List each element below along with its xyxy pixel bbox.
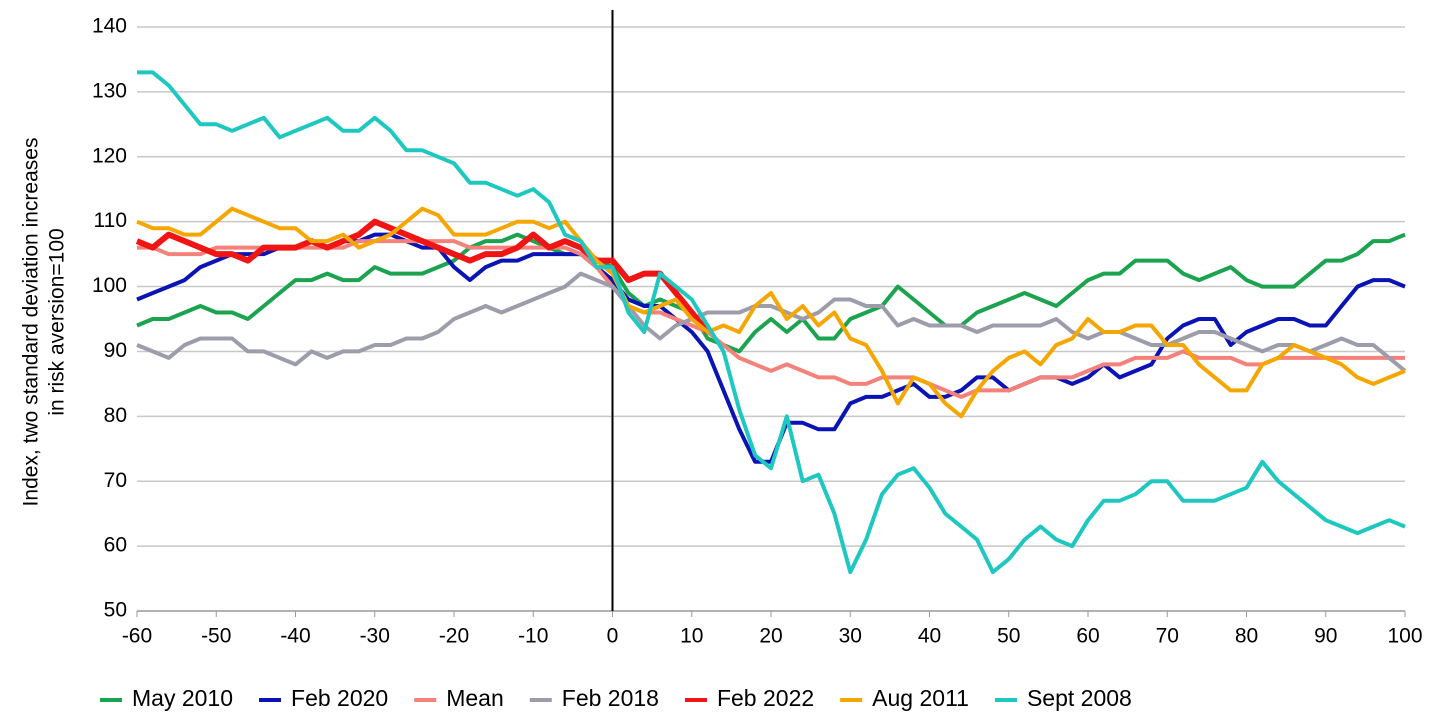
x-tick-label: 20 — [759, 625, 782, 648]
legend-label: Sept 2008 — [1027, 685, 1132, 711]
x-tick-label: 90 — [1314, 625, 1337, 648]
y-tick-label: 50 — [104, 599, 127, 622]
x-tick-label: 70 — [1156, 625, 1179, 648]
x-tick-label: 60 — [1076, 625, 1099, 648]
x-tick-label: -30 — [360, 625, 390, 648]
x-tick-label: -20 — [439, 625, 469, 648]
series-line — [136, 232, 1406, 464]
y-axis-label: in risk aversion=100 — [46, 228, 69, 415]
y-tick-label: 120 — [92, 144, 127, 167]
y-tick-label: 140 — [92, 15, 127, 38]
legend-label: May 2010 — [132, 685, 233, 711]
y-tick-label: 90 — [104, 339, 127, 362]
legend-label: Aug 2011 — [872, 685, 969, 711]
x-tick-label: 80 — [1235, 625, 1258, 648]
series-line — [137, 70, 1406, 575]
y-tick-label: 60 — [104, 534, 127, 557]
x-tick-label: -60 — [122, 625, 152, 648]
series-line — [136, 271, 1407, 373]
y-tick-label: 130 — [92, 79, 127, 102]
y-tick-label: 80 — [104, 404, 127, 427]
series-line — [135, 218, 710, 334]
x-tick-label: -40 — [280, 625, 310, 648]
y-tick-label: 100 — [92, 274, 127, 297]
x-tick-label: -10 — [518, 625, 548, 648]
x-tick-label: -50 — [201, 625, 231, 648]
x-tick-label: 40 — [918, 625, 941, 648]
y-tick-label: 70 — [104, 469, 127, 492]
legend-label: Feb 2020 — [291, 685, 388, 711]
x-tick-label: 50 — [997, 625, 1020, 648]
series-line — [136, 206, 1406, 419]
x-tick-label: 30 — [839, 625, 862, 648]
y-tick-label: 110 — [94, 209, 127, 232]
series-line — [136, 232, 1406, 354]
x-tick-label: 100 — [1387, 625, 1422, 648]
legend-label: Mean — [446, 685, 504, 711]
y-axis-label: Index, two standard deviation increases — [20, 138, 43, 507]
legend-label: Feb 2022 — [717, 685, 814, 711]
x-tick-label: 0 — [607, 625, 619, 648]
x-tick-label: 10 — [680, 625, 703, 648]
legend-label: Feb 2018 — [562, 685, 659, 711]
